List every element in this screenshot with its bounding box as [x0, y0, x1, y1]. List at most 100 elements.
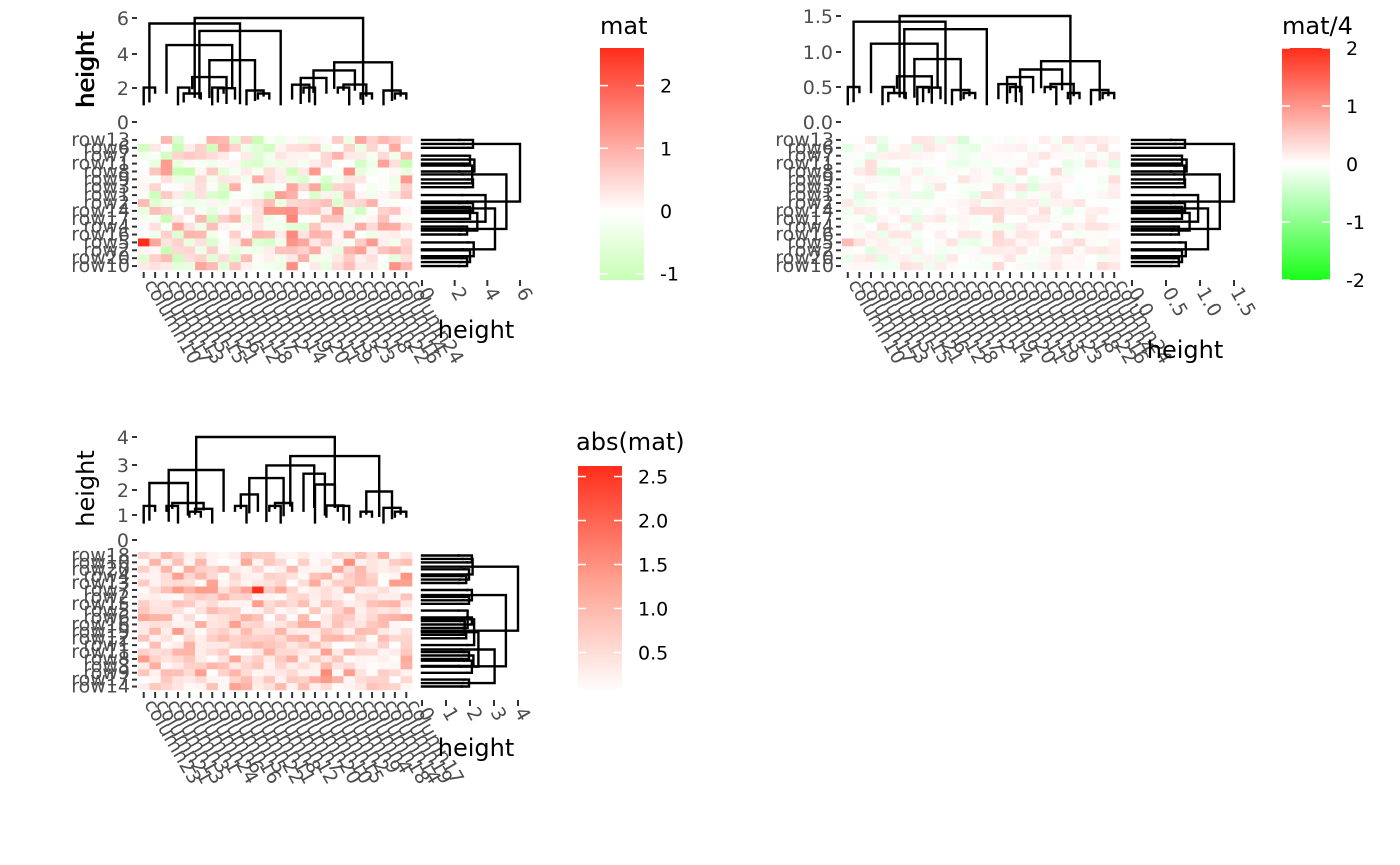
heatmap-cell — [1027, 136, 1040, 145]
heatmap-cell — [309, 662, 321, 670]
heatmap-cell — [366, 662, 379, 670]
column-dendrogram-tick-label: 6 — [117, 8, 129, 30]
row-label: row8 — [787, 160, 834, 182]
heatmap-cell — [1062, 159, 1074, 168]
heatmap-cell — [252, 206, 264, 216]
heatmap-cell — [149, 621, 162, 629]
heatmap-cell — [263, 669, 276, 677]
heatmap-cell — [899, 167, 912, 176]
heatmap-cell — [138, 246, 150, 255]
heatmap-cell — [389, 262, 401, 271]
heatmap-cell — [263, 191, 276, 200]
heatmap-cell — [1027, 214, 1040, 223]
row-label: row7 — [83, 145, 130, 167]
heatmap-cell — [1085, 262, 1098, 271]
heatmap-cell — [297, 199, 310, 208]
row-label: row3 — [83, 655, 130, 677]
heatmap-cell — [1108, 183, 1121, 192]
row-label: row11 — [71, 641, 130, 663]
heatmap-cell — [899, 175, 912, 184]
heatmap-cell — [343, 222, 356, 231]
heatmap-cell — [354, 136, 367, 145]
heatmap-cell — [332, 621, 344, 629]
heatmap-cell — [286, 641, 299, 649]
heatmap-cell — [275, 662, 287, 670]
heatmap-cell — [377, 627, 390, 636]
heatmap-cell — [366, 586, 379, 594]
heatmap-cell — [320, 565, 333, 573]
heatmap-cell — [1050, 254, 1063, 263]
heatmap-cell — [160, 230, 173, 239]
heatmap-cell — [876, 136, 889, 145]
heatmap-cell — [160, 614, 173, 622]
heatmap-cell — [1073, 222, 1086, 231]
heatmap-cell — [1073, 191, 1086, 200]
heatmap-cell — [377, 151, 390, 160]
heatmap-cell — [275, 586, 287, 594]
row-label: row14 — [775, 200, 834, 222]
heatmap-cell — [286, 143, 299, 153]
heatmap-cell — [969, 159, 982, 168]
heatmap-cell — [172, 641, 184, 649]
heatmap-cell — [206, 262, 219, 271]
heatmap-cell — [888, 136, 901, 145]
heatmap-cell — [183, 669, 196, 677]
heatmap-cell — [389, 199, 401, 208]
heatmap-cell — [1015, 143, 1028, 153]
heatmap-cell — [946, 246, 959, 255]
heatmap-cell — [332, 222, 344, 231]
row-dendrogram-leaf — [420, 609, 464, 630]
heatmap-cell — [992, 159, 1005, 168]
heatmap-cell — [138, 641, 150, 649]
heatmap-cell — [853, 214, 866, 223]
row-dendrogram-leaf — [420, 201, 470, 213]
heatmap-cell — [286, 206, 299, 216]
heatmap-cell — [297, 648, 310, 656]
heatmap-cell — [400, 246, 413, 255]
heatmap-cell — [309, 246, 321, 255]
heatmap-cell — [195, 683, 207, 691]
heatmap-cell — [876, 151, 889, 160]
heatmap-cell — [332, 607, 344, 615]
heatmap-cell — [252, 565, 264, 573]
row-dendrogram-leaf — [420, 574, 463, 585]
heatmap-cell — [160, 222, 173, 231]
heatmap-cell — [206, 230, 219, 239]
row-label: row14 — [71, 200, 130, 222]
heatmap-cell — [252, 641, 264, 649]
heatmap-cell — [229, 206, 242, 216]
heatmap-cell — [842, 175, 854, 184]
heatmap-cell — [1050, 143, 1063, 153]
heatmap-cell — [389, 565, 401, 573]
heatmap-cell — [923, 151, 935, 160]
heatmap-cell — [229, 676, 242, 684]
heatmap-cell — [206, 607, 219, 615]
row-label: row1 — [787, 184, 834, 206]
heatmap-cell — [217, 151, 230, 160]
heatmap-cell — [263, 254, 276, 263]
heatmap-cell — [1062, 151, 1074, 160]
heatmap-cell — [320, 627, 333, 636]
heatmap-cell — [206, 648, 219, 656]
heatmap-cell — [183, 676, 196, 684]
heatmap-cell — [286, 214, 299, 223]
heatmap-cell — [969, 191, 982, 200]
heatmap-cell — [263, 214, 276, 223]
heatmap-cell — [946, 262, 959, 271]
heatmap-cell — [354, 607, 367, 615]
heatmap-cell — [297, 246, 310, 255]
heatmap-cell — [138, 552, 150, 560]
heatmap-cell — [1015, 175, 1028, 184]
row-dendrogram-leaf — [420, 154, 467, 165]
heatmap-cell — [138, 206, 150, 216]
heatmap-cell — [183, 136, 196, 145]
heatmap-cell — [160, 175, 173, 184]
row-label: row10 — [71, 255, 130, 277]
heatmap-cell — [263, 143, 276, 153]
legend-title: mat/4 — [1282, 12, 1353, 40]
heatmap-cell — [138, 214, 150, 223]
heatmap-cell — [911, 222, 924, 231]
heatmap-cell — [888, 222, 901, 231]
heatmap-cell — [320, 246, 333, 255]
heatmap-cell — [343, 214, 356, 223]
